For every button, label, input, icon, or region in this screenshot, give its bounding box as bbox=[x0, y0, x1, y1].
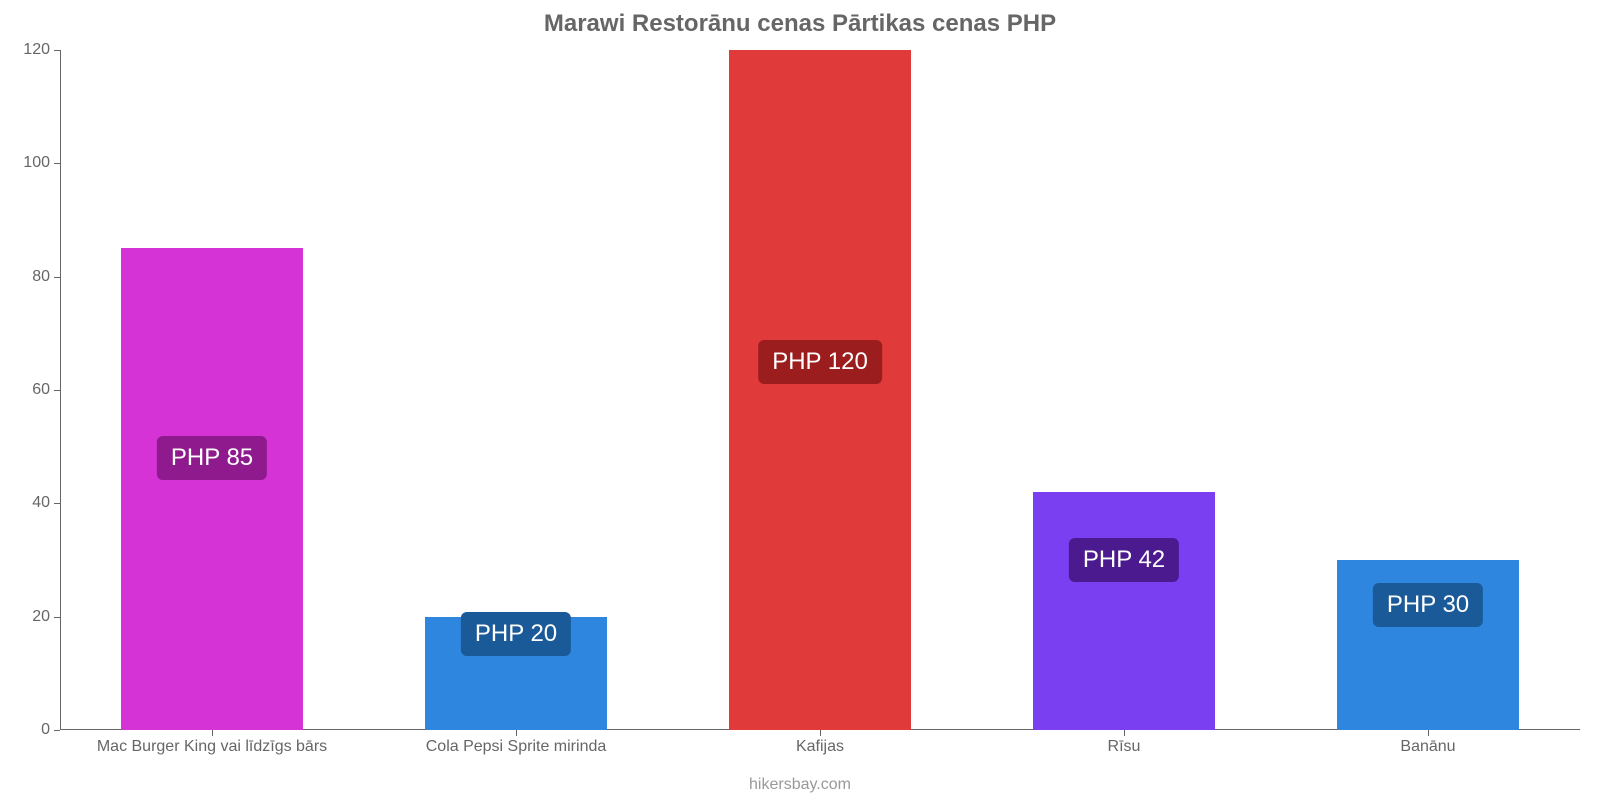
xtick-mark bbox=[212, 730, 213, 736]
value-badge: PHP 20 bbox=[461, 612, 571, 656]
ytick-mark bbox=[54, 617, 60, 618]
xtick-mark bbox=[1428, 730, 1429, 736]
ytick-mark bbox=[54, 390, 60, 391]
xtick-label: Rīsu bbox=[1108, 738, 1141, 756]
bar bbox=[121, 248, 303, 730]
ytick-label: 20 bbox=[32, 608, 50, 626]
value-badge: PHP 42 bbox=[1069, 538, 1179, 582]
y-axis-line bbox=[60, 50, 61, 730]
ytick-mark bbox=[54, 503, 60, 504]
bar bbox=[729, 50, 911, 730]
ytick-label: 80 bbox=[32, 268, 50, 286]
xtick-label: Cola Pepsi Sprite mirinda bbox=[426, 738, 607, 756]
ytick-label: 100 bbox=[23, 154, 50, 172]
ytick-label: 40 bbox=[32, 494, 50, 512]
ytick-label: 60 bbox=[32, 381, 50, 399]
ytick-mark bbox=[54, 730, 60, 731]
ytick-mark bbox=[54, 163, 60, 164]
value-badge: PHP 120 bbox=[758, 340, 882, 384]
xtick-mark bbox=[820, 730, 821, 736]
value-badge: PHP 85 bbox=[157, 436, 267, 480]
xtick-mark bbox=[516, 730, 517, 736]
xtick-label: Banānu bbox=[1400, 738, 1455, 756]
chart-title: Marawi Restorānu cenas Pārtikas cenas PH… bbox=[0, 10, 1600, 38]
ytick-mark bbox=[54, 277, 60, 278]
plot-area: 020406080100120Mac Burger King vai līdzī… bbox=[60, 50, 1580, 730]
ytick-label: 120 bbox=[23, 41, 50, 59]
ytick-label: 0 bbox=[41, 721, 50, 739]
xtick-label: Kafijas bbox=[796, 738, 844, 756]
bar bbox=[1033, 492, 1215, 730]
price-bar-chart: Marawi Restorānu cenas Pārtikas cenas PH… bbox=[0, 0, 1600, 800]
attribution-text: hikersbay.com bbox=[0, 776, 1600, 794]
ytick-mark bbox=[54, 50, 60, 51]
xtick-mark bbox=[1124, 730, 1125, 736]
value-badge: PHP 30 bbox=[1373, 583, 1483, 627]
xtick-label: Mac Burger King vai līdzīgs bārs bbox=[97, 738, 327, 756]
